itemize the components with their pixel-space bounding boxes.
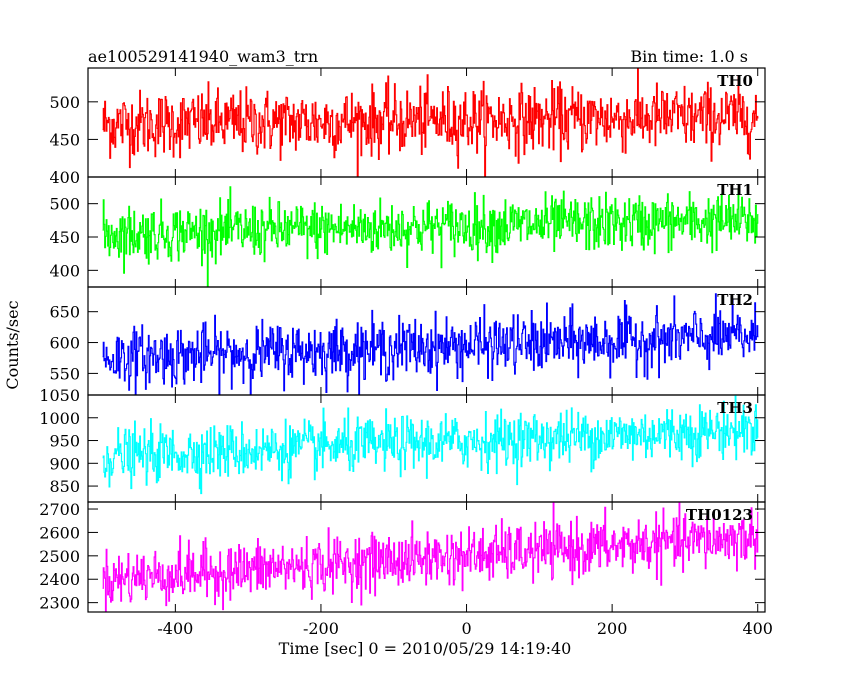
y-tick-label: 900 [49, 454, 80, 473]
panel-th1: 400 450 500 TH1 [49, 176, 766, 288]
panel-label: TH1 [717, 181, 753, 199]
x-tick-label: 400 [742, 619, 773, 638]
series-line-th2 [102, 293, 759, 395]
y-tick-label: 2600 [39, 523, 80, 542]
x-tick-label: -400 [157, 619, 193, 638]
panel-th0123: 2300 2400 2500 2600 2700 TH0123 [39, 500, 766, 613]
series-line-th3 [102, 395, 759, 495]
series-line-th1 [102, 186, 759, 287]
series-line-th0123 [102, 502, 759, 612]
y-axis-label: Counts/sec [3, 300, 22, 389]
y-tick-label: 950 [49, 432, 80, 451]
panels-layer: 400 450 500 TH0 400 450 500 TH1 550 600 650 TH2 850 9… [39, 67, 773, 638]
y-tick-label: 500 [49, 195, 80, 214]
y-tick-label: 2700 [39, 500, 80, 519]
x-tick-label: 200 [597, 619, 628, 638]
y-tick-label: 850 [49, 477, 80, 496]
y-tick-label: 2300 [39, 594, 80, 613]
chart-title: ae100529141940_wam3_trn [88, 47, 318, 66]
y-tick-label: 450 [49, 130, 80, 149]
x-axis-label: Time [sec] 0 = 2010/05/29 14:19:40 [279, 639, 572, 658]
y-tick-label: 2500 [39, 547, 80, 566]
y-tick-label: 500 [49, 93, 80, 112]
y-tick-label: 400 [49, 261, 80, 280]
y-tick-label: 1000 [39, 409, 80, 428]
y-tick-label: 450 [49, 228, 80, 247]
series-line-th0 [102, 68, 759, 177]
panel-label: TH2 [717, 291, 753, 309]
x-tick-label: -200 [303, 619, 339, 638]
y-tick-label: 550 [49, 364, 80, 383]
y-tick-label: 650 [49, 303, 80, 322]
x-tick-label: 0 [461, 619, 471, 638]
y-tick-label: 1050 [39, 386, 80, 405]
y-tick-label: 600 [49, 334, 80, 353]
y-tick-label: 2400 [39, 570, 80, 589]
panel-label: TH0 [717, 72, 753, 90]
chart-subtitle: Bin time: 1.0 s [630, 47, 748, 66]
panel-th0: 400 450 500 TH0 [49, 67, 766, 187]
panel-label: TH3 [717, 399, 753, 417]
y-tick-label: 400 [49, 168, 80, 187]
panel-th2: 550 600 650 TH2 [49, 286, 766, 396]
panel-th3: 850 900 950 1000 1050 TH3 [39, 386, 766, 503]
panel-label: TH0123 [686, 506, 753, 524]
panel-frame [87, 501, 766, 613]
